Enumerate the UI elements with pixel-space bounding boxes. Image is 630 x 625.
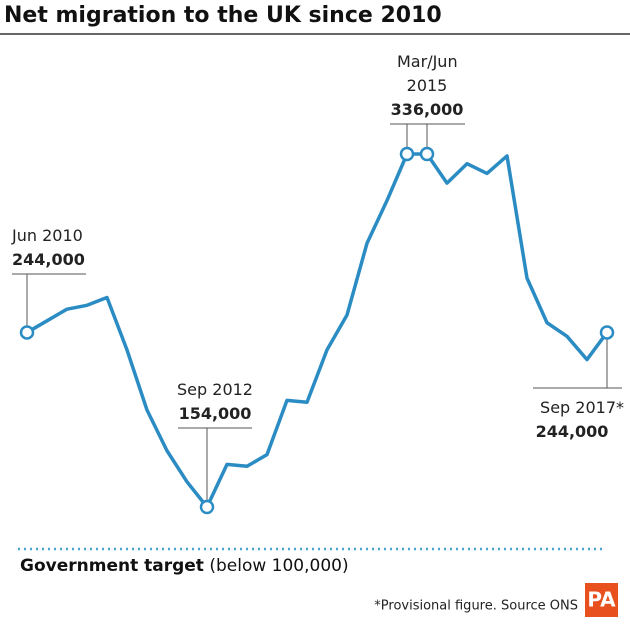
annotation: Sep 2012 154,000 <box>168 378 262 426</box>
logo-box <box>585 583 618 617</box>
point-marker <box>419 146 435 162</box>
value-label: 244,000 <box>12 250 85 269</box>
footnote: *Provisional figure. Source ONS <box>374 599 578 614</box>
value-label: 154,000 <box>178 404 252 423</box>
point-marker <box>19 325 35 340</box>
annotation-date: Sep 2012 <box>177 380 253 399</box>
point-marker <box>599 325 615 340</box>
logo: PA <box>587 588 616 612</box>
point-marker <box>399 146 415 162</box>
data-line <box>26 152 609 509</box>
annotation-date: Jun 2010 <box>12 226 83 245</box>
annotation: Sep 2017* 244,000 <box>520 396 624 444</box>
point-marker <box>199 499 215 515</box>
annotation: Mar/Jun 2015 336,000 <box>382 50 472 122</box>
annotation-date: Sep 2017* <box>540 398 624 417</box>
annotation: Jun 2010 244,000 <box>12 224 92 272</box>
annotation-date: Mar/Jun 2015 <box>397 52 458 95</box>
target-text: Government target (below 100,000) <box>20 556 349 576</box>
target-label: Government target <box>20 556 204 576</box>
chart-title: Net migration to the UK since 2010 <box>4 3 442 28</box>
target-note: (below 100,000) <box>209 556 348 576</box>
value-label: 244,000 <box>535 422 609 441</box>
value-label: 336,000 <box>390 100 464 119</box>
